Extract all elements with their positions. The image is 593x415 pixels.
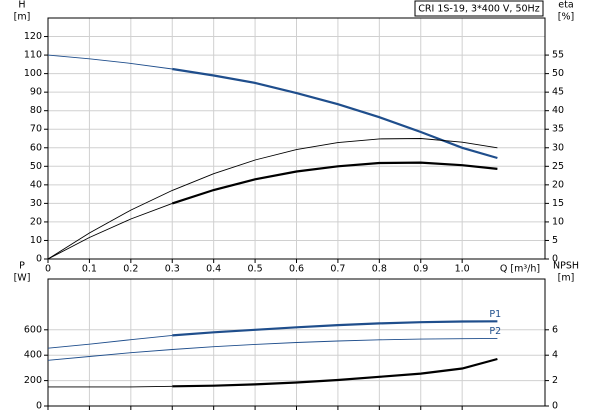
y-tick-label: 20 [30, 216, 42, 227]
y-tick-label: 30 [30, 198, 42, 209]
curve [172, 320, 498, 337]
curve-label: P2 [489, 326, 501, 337]
x-tick-label: 0 [45, 264, 51, 275]
y2-tick-label: 0 [552, 401, 558, 412]
y-tick-label: 0 [36, 254, 42, 265]
x-tick-label: 0.6 [289, 264, 304, 275]
y2-axis-label: NPSH [553, 261, 579, 272]
y2-tick-label: 25 [552, 161, 564, 172]
y-tick-label: 0 [36, 401, 42, 412]
y-tick-label: 600 [24, 324, 42, 335]
y2-tick-label: 30 [552, 142, 564, 153]
title-box [414, 0, 544, 17]
y2-tick-label: 0 [552, 254, 558, 265]
y-tick-label: 10 [30, 235, 42, 246]
y2-tick-label: 55 [552, 50, 564, 61]
y-tick-label: 200 [24, 375, 42, 386]
x-tick-label: 0.7 [330, 264, 345, 275]
x-tick-label: 0.8 [372, 264, 387, 275]
y-tick-label: 100 [24, 68, 42, 79]
x-tick-label: 0.3 [165, 264, 180, 275]
y2-tick-label: 45 [552, 87, 564, 98]
y2-tick-label: 20 [552, 179, 564, 190]
x-tick-label: 0.2 [123, 264, 138, 275]
curve [172, 357, 498, 388]
y2-axis-label: eta [558, 0, 573, 11]
y2-tick-label: 10 [552, 216, 564, 227]
y-tick-label: 90 [30, 87, 42, 98]
y-tick-label: 120 [24, 31, 42, 42]
x-tick-label: 0.5 [248, 264, 263, 275]
x-axis-label: Q [m³/h] [500, 264, 540, 275]
y-tick-label: 400 [24, 350, 42, 361]
curve [171, 161, 498, 205]
curve [47, 337, 498, 361]
curve [48, 385, 173, 388]
y-tick-label: 40 [30, 179, 42, 190]
y2-tick-label: 2 [552, 375, 558, 386]
x-tick-label: 1.0 [455, 264, 470, 275]
x-tick-label: 0.9 [413, 264, 428, 275]
y-axis-unit: [W] [14, 273, 31, 284]
y2-tick-label: 4 [552, 350, 558, 361]
y-tick-label: 80 [30, 105, 42, 116]
curve [47, 334, 173, 349]
y-tick-label: 70 [30, 124, 42, 135]
y2-tick-label: 50 [552, 68, 564, 79]
y2-tick-label: 35 [552, 124, 564, 135]
y2-axis-unit: [m] [558, 273, 575, 284]
curve [47, 138, 498, 260]
x-tick-label: 0.4 [206, 264, 221, 275]
y2-tick-label: 5 [552, 235, 558, 246]
y-tick-label: 110 [24, 50, 42, 61]
y2-axis-unit: [%] [558, 12, 574, 23]
curve [47, 202, 173, 260]
curve [47, 54, 173, 70]
y-tick-label: 60 [30, 142, 42, 153]
x-tick-label: 0.1 [82, 264, 97, 275]
chart-title: CRI 1S-19, 3*400 V, 50Hz [418, 4, 539, 15]
curve-label: P1 [489, 309, 501, 320]
y-axis-label: P [19, 261, 25, 272]
y-axis-label: H [18, 0, 25, 11]
y2-tick-label: 15 [552, 198, 564, 209]
curve [172, 67, 498, 160]
y-tick-label: 50 [30, 161, 42, 172]
plot-frame [47, 278, 546, 407]
y2-tick-label: 6 [552, 324, 558, 335]
plot-frame [47, 17, 546, 260]
y2-tick-label: 40 [552, 105, 564, 116]
y-axis-unit: [m] [14, 12, 31, 23]
